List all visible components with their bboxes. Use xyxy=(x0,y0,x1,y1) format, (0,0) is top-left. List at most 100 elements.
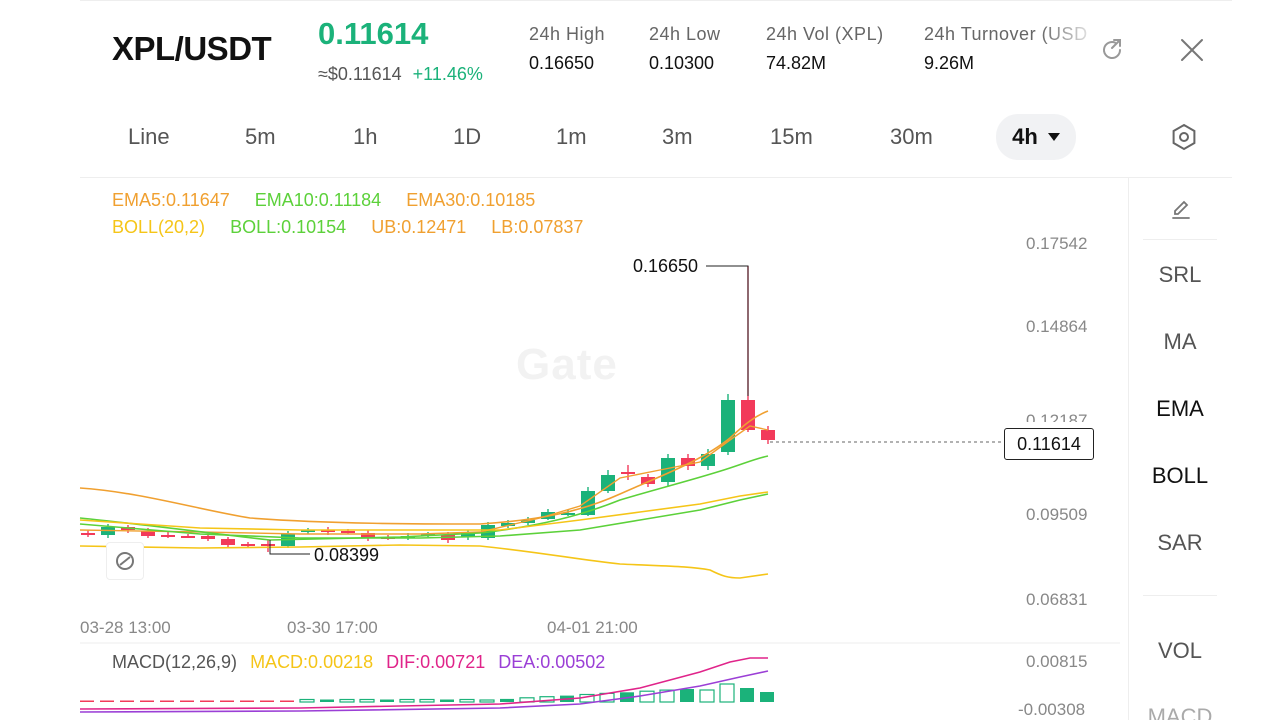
candle-body xyxy=(621,472,635,474)
top-border xyxy=(80,0,1232,1)
tab-1h[interactable]: 1h xyxy=(353,124,378,149)
candle-body xyxy=(221,539,235,545)
candle-body xyxy=(261,544,275,546)
candle-body xyxy=(561,513,575,515)
stat-low: 24h Low 0.10300 xyxy=(649,24,721,74)
boll-legend: BOLL(20,2) BOLL:0.10154 UB:0.12471 LB:0.… xyxy=(112,217,583,238)
macd-bar xyxy=(180,700,194,702)
share-icon[interactable] xyxy=(1096,34,1128,66)
macd-bar xyxy=(280,700,294,702)
boll-upper-line xyxy=(79,410,769,525)
usd-price: ≈$0.11614 +11.46% xyxy=(318,64,483,85)
candle-body xyxy=(141,531,155,536)
candle-body xyxy=(741,400,755,430)
candle-body xyxy=(361,533,375,538)
stat-low-value: 0.10300 xyxy=(649,53,715,73)
macd-bar xyxy=(80,700,94,702)
macd-bar xyxy=(440,699,454,702)
candle-body xyxy=(641,477,655,484)
tab-30m[interactable]: 30m xyxy=(890,124,933,149)
candle-body xyxy=(301,530,315,532)
stat-high-label: 24h High xyxy=(529,24,606,44)
macd-bar xyxy=(719,683,735,703)
tab-5m[interactable]: 5m xyxy=(245,124,276,149)
boll-mid-value: BOLL:0.10154 xyxy=(230,217,347,237)
candle-body xyxy=(341,531,355,533)
pair-title[interactable]: XPL/USDT xyxy=(112,30,272,67)
sidebar-item-vol[interactable]: VOL xyxy=(1157,638,1203,663)
stat-vol-value: 74.82M xyxy=(766,53,827,73)
candlestick-chart[interactable] xyxy=(0,0,1128,720)
candles xyxy=(81,266,775,552)
candle-body xyxy=(581,491,595,515)
candle-body xyxy=(701,454,715,466)
macd-histogram xyxy=(80,683,774,703)
sidebar-item-macd[interactable]: MACD xyxy=(1147,704,1213,720)
candle-body xyxy=(81,533,95,535)
tab-15m[interactable]: 15m xyxy=(770,124,813,149)
ema5-line xyxy=(79,425,769,535)
candle-body xyxy=(241,544,255,546)
ema10-line xyxy=(79,455,769,541)
dea-line xyxy=(79,670,769,713)
current-price-tag[interactable]: 0.11614 xyxy=(1004,428,1094,460)
high-marker-line xyxy=(706,265,749,396)
tab-1d[interactable]: 1D xyxy=(453,124,482,149)
macd-bar xyxy=(680,689,694,702)
boll-lower-line xyxy=(79,544,769,579)
ema5-value: EMA5:0.11647 xyxy=(112,190,230,210)
y-tick-2: 0.14864 xyxy=(1026,317,1088,336)
dif-value: DIF:0.00721 xyxy=(386,652,486,672)
candle-body xyxy=(501,523,515,526)
chart-mode-icon[interactable] xyxy=(106,542,144,580)
stat-turnover-value: 9.26M xyxy=(924,53,975,73)
x-tick-2: 03-30 17:00 xyxy=(287,618,378,637)
sidebar-item-sar[interactable]: SAR xyxy=(1157,530,1203,555)
tab-line[interactable]: Line xyxy=(128,124,170,149)
boll-ub-value: UB:0.12471 xyxy=(371,217,467,237)
stat-low-label: 24h Low xyxy=(649,24,721,44)
macd-params: MACD(12,26,9) xyxy=(112,652,238,672)
tab-3m[interactable]: 3m xyxy=(662,124,693,149)
settings-hexagon-icon[interactable] xyxy=(1168,121,1200,153)
candle-body xyxy=(761,430,775,440)
chart-top-divider xyxy=(80,177,1232,178)
tab-4h-dropdown[interactable]: 4h xyxy=(996,114,1076,160)
left-margin xyxy=(0,0,80,720)
candle-body xyxy=(321,530,335,532)
macd-y-tick-2: -0.00308 xyxy=(1018,700,1086,719)
macd-bar xyxy=(459,698,475,703)
stat-high-value: 0.16650 xyxy=(529,53,595,73)
low-label: 0.08399 xyxy=(314,545,380,565)
ema30-line xyxy=(79,493,769,539)
boll-lb-value: LB:0.07837 xyxy=(491,217,584,237)
sidebar-item-ema[interactable]: EMA xyxy=(1156,396,1204,421)
y-tick-3: 0.12187 xyxy=(1026,411,1088,430)
stat-vol: 24h Vol (XPL) 74.82M xyxy=(766,24,884,74)
macd-bar xyxy=(659,689,675,703)
sidebar-divider-bottom xyxy=(1143,595,1217,596)
pencil-icon[interactable] xyxy=(1165,194,1197,226)
candle-body xyxy=(601,475,615,491)
y-tick-1: 0.17542 xyxy=(1026,234,1088,253)
dif-line xyxy=(79,657,768,710)
candle-body xyxy=(681,458,695,466)
low-marker-line xyxy=(269,540,310,555)
candle-body xyxy=(161,535,175,537)
x-tick-1: 03-28 13:00 xyxy=(80,618,171,637)
close-icon[interactable] xyxy=(1176,34,1208,66)
macd-bar xyxy=(320,699,334,702)
macd-value: MACD:0.00218 xyxy=(250,652,374,672)
sidebar-item-srl[interactable]: SRL xyxy=(1158,262,1202,287)
high-label: 0.16650 xyxy=(633,256,699,276)
indicator-sidebar: SRL MA EMA BOLL SAR VOL MACD xyxy=(1128,178,1233,720)
macd-bar xyxy=(260,700,274,702)
sidebar-item-boll[interactable]: BOLL xyxy=(1151,463,1209,488)
y-tick-4: 0.09509 xyxy=(1026,505,1088,524)
macd-bar xyxy=(479,699,495,703)
tab-1m[interactable]: 1m xyxy=(556,124,587,149)
sidebar-item-ma[interactable]: MA xyxy=(1163,329,1197,354)
macd-legend: MACD(12,26,9) MACD:0.00218 DIF:0.00721 D… xyxy=(112,652,605,673)
ema30-value: EMA30:0.10185 xyxy=(406,190,536,210)
macd-bar xyxy=(359,698,375,703)
